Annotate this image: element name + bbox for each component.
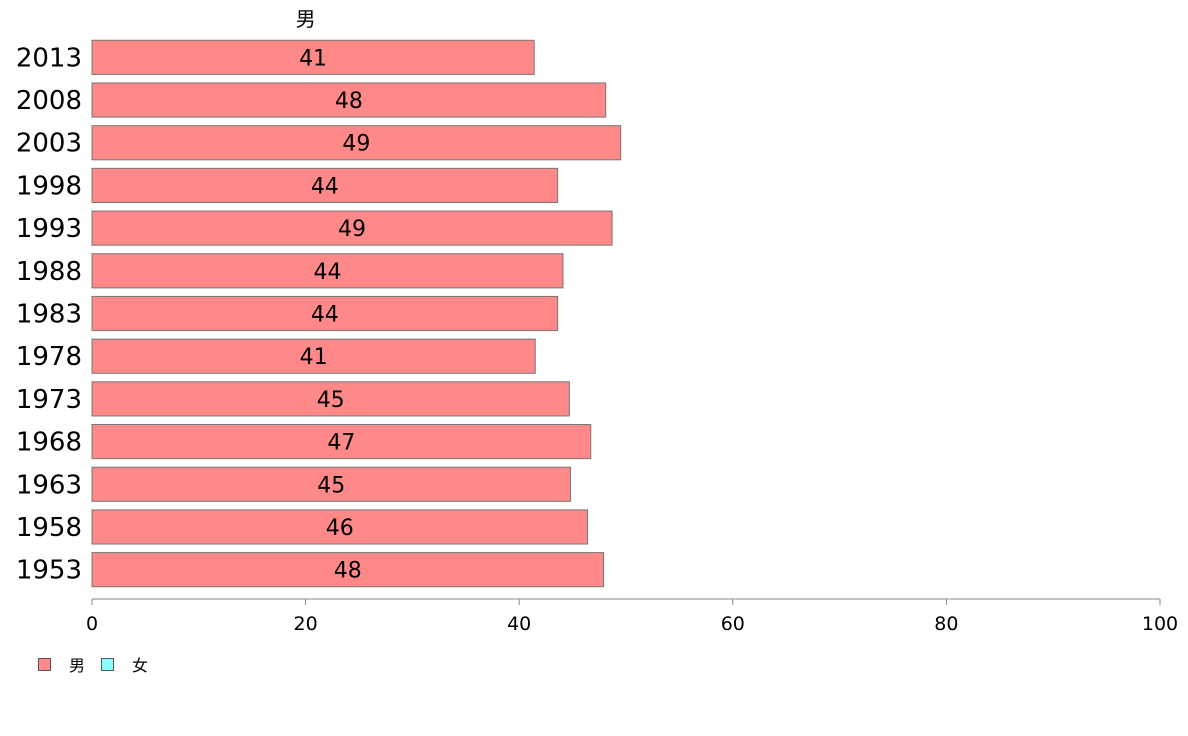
bar-1993: [91, 210, 613, 246]
value-label-2008: 48: [335, 89, 363, 114]
value-label-1973: 45: [317, 388, 345, 413]
x-tick-label-80: 80: [934, 613, 958, 635]
category-label-1963: 1963: [16, 470, 82, 500]
category-label-1983: 1983: [16, 300, 82, 330]
legend-item-female: 女: [101, 652, 148, 676]
legend-item-male: 男: [38, 652, 85, 676]
x-tick-label-60: 60: [721, 613, 745, 635]
value-label-1983: 44: [311, 303, 339, 328]
bar-1978: [91, 338, 536, 374]
legend-label-female: 女: [132, 656, 149, 675]
x-tick-label-40: 40: [507, 613, 531, 635]
bar-2003: [91, 125, 622, 161]
value-label-2013: 41: [299, 46, 327, 71]
value-label-1993: 49: [338, 217, 366, 242]
bar-1988: [91, 253, 564, 289]
category-label-1978: 1978: [16, 342, 82, 372]
legend-label-male: 男: [69, 656, 86, 675]
category-label-1993: 1993: [16, 214, 82, 244]
bar-2008: [91, 82, 607, 118]
category-label-1988: 1988: [16, 257, 82, 287]
bar-1958: [91, 509, 589, 545]
category-label-1953: 1953: [16, 556, 82, 586]
category-label-1973: 1973: [16, 385, 82, 415]
bar-1998: [91, 167, 559, 204]
x-tick-label-20: 20: [294, 613, 318, 635]
value-label-1953: 48: [334, 559, 362, 584]
category-label-2003: 2003: [16, 129, 82, 159]
category-label-1958: 1958: [16, 513, 82, 543]
series-header-label: 男: [296, 7, 316, 31]
bar-1963: [91, 466, 571, 502]
value-label-1978: 41: [300, 345, 328, 370]
bar-2013: [91, 39, 535, 75]
legend: 男 女: [38, 652, 164, 676]
bar-1983: [91, 295, 559, 332]
legend-swatch-female: [101, 657, 115, 671]
bar-1968: [91, 424, 592, 460]
value-label-1963: 45: [317, 473, 345, 498]
x-tick-label-100: 100: [1142, 613, 1178, 635]
category-label-1968: 1968: [16, 428, 82, 458]
category-label-2013: 2013: [16, 43, 82, 73]
value-label-1958: 46: [326, 516, 354, 541]
legend-swatch-male: [38, 657, 51, 671]
x-tick-label-0: 0: [86, 613, 98, 635]
value-label-1968: 47: [327, 431, 355, 456]
bar-1973: [91, 381, 570, 417]
category-label-2008: 2008: [16, 86, 82, 116]
category-label-1998: 1998: [16, 171, 82, 201]
value-label-1988: 44: [313, 260, 341, 285]
bar-1953: [91, 552, 605, 588]
value-label-1998: 44: [311, 174, 339, 199]
value-label-2003: 49: [342, 132, 370, 157]
